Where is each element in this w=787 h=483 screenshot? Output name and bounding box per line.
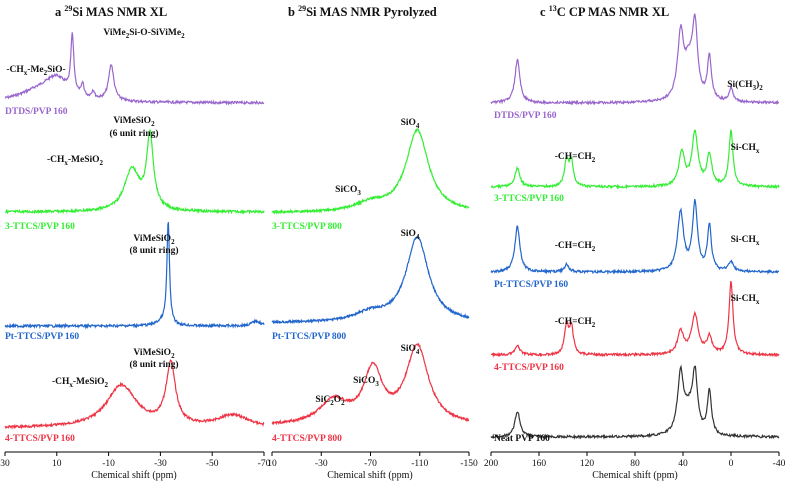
ann-a-dtds-right: ViMe2Si-O-SiViMe2 <box>103 28 185 40</box>
ann-a-ttcs3-right-1: ViMeSiO2 <box>113 116 155 128</box>
panel-b-xlabel: Chemical shift (ppm) <box>327 470 413 481</box>
ann-a-dtds-left: -CHx-Me2SiO- <box>6 65 65 77</box>
ann-a-ttcs3-left: -CHx-MeSiO2 <box>47 155 104 167</box>
spectrum-c-2 <box>490 198 779 276</box>
tick-label-c-0: 200 <box>484 459 499 469</box>
label-c-pt: Pt-TTCS/PVP 160 <box>494 280 568 290</box>
panel-b-title: b 29Si MAS NMR Pyrolyzed <box>288 4 437 19</box>
spectrum-a-2 <box>4 222 265 330</box>
label-c-dtds: DTDS/PVP 160 <box>494 111 557 121</box>
tick-label-b-3: -110 <box>411 459 428 469</box>
spectrum-b-1 <box>271 235 470 325</box>
ann-a-pt-right-2: (8 unit ring) <box>129 245 178 256</box>
spectrum-a-1 <box>4 129 265 215</box>
spectrum-c-4 <box>490 364 780 440</box>
tick-label-c-6: -40 <box>773 459 786 469</box>
spectrum-c-1 <box>491 129 780 190</box>
ann-c-dtds-sich3: Si(CH3)2 <box>727 79 763 92</box>
label-a-ttcs3: 3-TTCS/PVP 160 <box>5 222 75 232</box>
label-b-ttcs3: 3-TTCS/PVP 800 <box>272 222 342 232</box>
tick-label-b-0: 10 <box>267 459 277 469</box>
panel-c-spectra <box>490 13 780 440</box>
ann-a-ttcs3-right-2: (6 unit ring) <box>109 128 158 139</box>
tick-label-c-5: 0 <box>729 459 734 469</box>
label-a-dtds: DTDS/PVP 160 <box>5 107 68 117</box>
ann-b-ttcs3-sico3: SiCO3 <box>335 185 361 197</box>
panel-a: a 29Si MAS NMR XL 30 10 -10 -30 -50 -70 Chemi… <box>0 4 270 481</box>
ann-b-ttcs4-sico3: SiCO3 <box>353 376 379 388</box>
panel-b-ticks: 10 -30 -70 -110 -150 <box>267 452 478 469</box>
ann-b-ttcs4-sio4: SiO4 <box>401 344 420 356</box>
panel-b: b 29Si MAS NMR Pyrolyzed 10 -30 -70 -110 -15… <box>267 4 478 481</box>
ann-b-ttcs4-sic2o2: SiC2O2 <box>315 395 345 407</box>
tick-label-c-4: 40 <box>678 459 688 469</box>
label-b-ttcs4: 4-TTCS/PVP 800 <box>272 434 342 444</box>
panel-a-xlabel: Chemical shift (ppm) <box>91 470 177 481</box>
spectrum-a-3 <box>4 359 265 430</box>
label-a-pt: Pt-TTCS/PVP 160 <box>5 332 79 342</box>
panel-c-title: c 13C CP MAS NMR XL <box>540 4 669 19</box>
tick-label-a-4: -50 <box>206 459 219 469</box>
label-b-pt: Pt-TTCS/PVP 800 <box>272 332 346 342</box>
tick-label-a-2: -10 <box>102 459 115 469</box>
label-c-ttcs4: 4-TTCS/PVP 160 <box>494 363 564 373</box>
ann-a-ttcs4-right-1: ViMeSiO2 <box>133 348 175 360</box>
ann-c-ttcs4-vinyl: -CH=CH2 <box>555 317 596 329</box>
ann-c-ttcs3-vinyl: -CH=CH2 <box>555 152 596 164</box>
ann-c-ttcs4-sichx: Si-CHx <box>731 294 760 306</box>
tick-label-c-3: 80 <box>630 459 640 469</box>
tick-label-c-1: 160 <box>532 459 547 469</box>
ann-b-pt-sio4: SiO4 <box>401 229 420 241</box>
tick-label-b-1: -30 <box>315 459 328 469</box>
ann-c-pt-sichx: Si-CHx <box>731 235 760 247</box>
panel-a-spectra <box>4 32 265 430</box>
tick-label-c-2: 120 <box>580 459 595 469</box>
spectrum-b-2 <box>271 342 470 426</box>
spectrum-b-0 <box>271 128 470 216</box>
panel-b-spectra <box>271 128 470 426</box>
ann-a-pt-right-1: ViMeSiO2 <box>133 234 175 246</box>
label-a-ttcs4: 4-TTCS/PVP 160 <box>5 434 75 444</box>
label-c-neat: Neat PVP 160 <box>494 434 550 444</box>
tick-label-b-2: -70 <box>364 459 377 469</box>
ann-c-pt-vinyl: -CH=CH2 <box>555 241 596 253</box>
panel-c: c 13C CP MAS NMR XL 200 160 120 80 40 0 -40 Ch… <box>484 4 786 481</box>
tick-label-b-4: -150 <box>460 459 478 469</box>
spectrum-a-0 <box>4 32 265 106</box>
tick-label-a-0: 30 <box>0 459 10 469</box>
panel-a-title: a 29Si MAS NMR XL <box>55 4 167 19</box>
panel-a-ticks: 30 10 -10 -30 -50 -70 <box>0 452 271 469</box>
ann-c-ttcs3-sichx: Si-CHx <box>731 143 760 155</box>
spectrum-c-3 <box>490 280 780 358</box>
panel-c-ticks: 200 160 120 80 40 0 -40 <box>484 452 786 469</box>
tick-label-a-5: -70 <box>258 459 271 469</box>
panel-c-xlabel: Chemical shift (ppm) <box>592 470 678 481</box>
ann-b-ttcs3-sio4: SiO4 <box>401 118 420 130</box>
tick-label-a-3: -30 <box>154 459 167 469</box>
tick-label-a-1: 10 <box>52 459 62 469</box>
ann-a-ttcs4-right-2: (8 unit ring) <box>129 359 178 370</box>
ann-a-ttcs4-left: -CHx-MeSiO2 <box>52 377 109 389</box>
spectrum-c-0 <box>490 13 779 106</box>
label-c-ttcs3: 3-TTCS/PVP 160 <box>494 194 564 204</box>
